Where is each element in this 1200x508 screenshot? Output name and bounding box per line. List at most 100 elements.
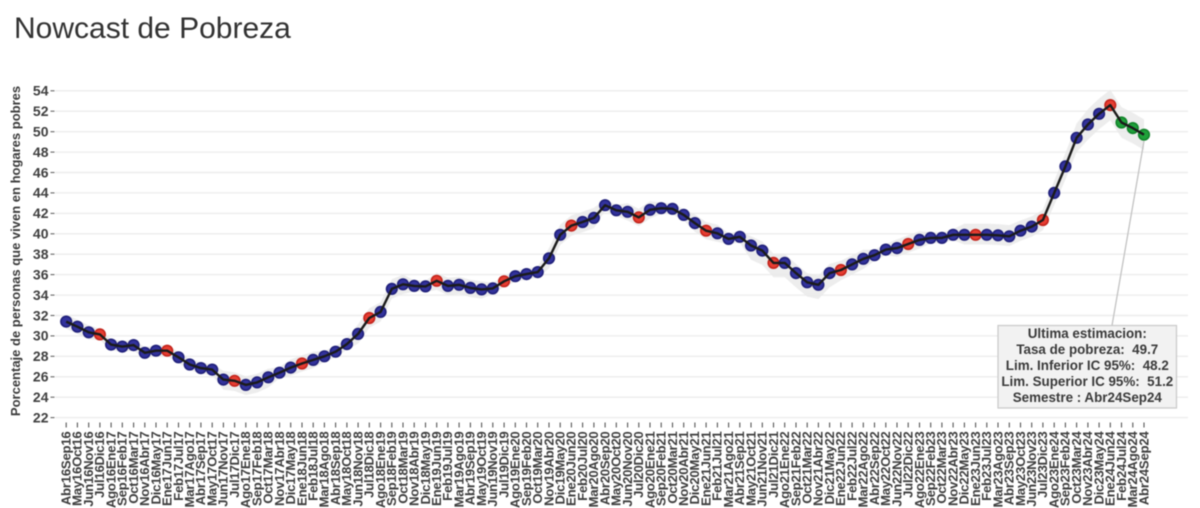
svg-text:Sep17Feb18: Sep17Feb18: [249, 432, 264, 506]
svg-text:Oct18Mar19: Oct18Mar19: [395, 432, 410, 504]
svg-text:Mar24Ago24: Mar24Ago24: [1125, 431, 1140, 508]
svg-text:Jul20Dic20: Jul20Dic20: [631, 432, 646, 498]
svg-text:May20Oct20: May20Oct20: [609, 432, 624, 506]
svg-text:Jun23Nov23: Jun23Nov23: [1024, 432, 1039, 507]
svg-text:Porcentaje de personas que viv: Porcentaje de personas que viven en hoga…: [8, 86, 23, 416]
svg-text:Dic22May23: Dic22May23: [957, 432, 972, 505]
svg-text:Ene23Jun23: Ene23Jun23: [968, 432, 983, 506]
svg-text:Nov17Abr18: Nov17Abr18: [272, 432, 287, 506]
svg-text:Mar23Ago23: Mar23Ago23: [990, 432, 1005, 508]
svg-text:Abr17Sep17: Abr17Sep17: [193, 432, 208, 506]
svg-text:30: 30: [33, 328, 49, 344]
svg-text:Jun19Nov19: Jun19Nov19: [485, 432, 500, 507]
svg-text:48: 48: [33, 144, 49, 160]
svg-text:Ago19Ene20: Ago19Ene20: [508, 432, 523, 508]
svg-text:Abr21Sep21: Abr21Sep21: [732, 432, 747, 506]
svg-text:24: 24: [33, 389, 49, 405]
svg-text:40: 40: [33, 226, 49, 242]
svg-text:Ene22Jun22: Ene22Jun22: [833, 432, 848, 506]
svg-text:Mar22Ago22: Mar22Ago22: [856, 432, 871, 508]
svg-text:50: 50: [33, 124, 49, 140]
svg-text:Feb17Jul17: Feb17Jul17: [171, 432, 186, 501]
svg-text:Ago22Ene23: Ago22Ene23: [912, 432, 927, 508]
svg-text:Nov20Abr21: Nov20Abr21: [676, 432, 691, 506]
svg-text:Jun21Nov21: Jun21Nov21: [755, 432, 770, 507]
svg-text:Nov19Abr20: Nov19Abr20: [541, 432, 556, 506]
svg-text:38: 38: [33, 246, 49, 262]
svg-text:Feb18Jul18: Feb18Jul18: [306, 432, 321, 501]
svg-text:Nov16Abr17: Nov16Abr17: [137, 432, 152, 506]
svg-text:Feb21Jul21: Feb21Jul21: [710, 432, 725, 501]
svg-text:May18Oct18: May18Oct18: [339, 432, 354, 506]
svg-text:Mar18Ago18: Mar18Ago18: [317, 432, 332, 508]
svg-text:26: 26: [33, 369, 49, 385]
svg-text:Ene21Jun21: Ene21Jun21: [698, 432, 713, 506]
svg-text:Jun17Nov17: Jun17Nov17: [216, 432, 231, 507]
svg-text:Abr24Sep24: Abr24Sep24: [1136, 431, 1151, 506]
svg-text:Nov21Abr22: Nov21Abr22: [811, 432, 826, 506]
svg-text:Ago23Ene24: Ago23Ene24: [1047, 431, 1062, 508]
svg-text:Jul21Dic21: Jul21Dic21: [766, 432, 781, 498]
svg-text:Dic17May18: Dic17May18: [283, 432, 298, 505]
svg-text:Oct22Mar23: Oct22Mar23: [934, 432, 949, 504]
svg-text:Dic21May22: Dic21May22: [822, 432, 837, 505]
svg-text:Abr19Sep19: Abr19Sep19: [463, 432, 478, 506]
svg-text:Jun16Nov16: Jun16Nov16: [81, 432, 96, 507]
svg-text:Feb23Jul23: Feb23Jul23: [979, 432, 994, 501]
svg-text:Mar17Ago17: Mar17Ago17: [182, 432, 197, 508]
svg-text:Ene18Jun18: Ene18Jun18: [294, 432, 309, 506]
svg-text:Feb20Jul20: Feb20Jul20: [575, 432, 590, 501]
svg-text:Mar19Ago19: Mar19Ago19: [451, 431, 466, 507]
svg-text:Ago17Ene18: Ago17Ene18: [238, 432, 253, 508]
svg-text:Dic18May19: Dic18May19: [418, 432, 433, 505]
svg-text:Dic23May24: Dic23May24: [1091, 431, 1106, 505]
svg-text:Jun22Nov22: Jun22Nov22: [889, 432, 904, 507]
svg-text:32: 32: [33, 307, 49, 323]
svg-text:Jul19Dic19: Jul19Dic19: [496, 431, 511, 497]
svg-text:Abr22Sep22: Abr22Sep22: [867, 432, 882, 506]
svg-text:Dic19May20: Dic19May20: [553, 432, 568, 505]
svg-text:May23Oct23: May23Oct23: [1013, 432, 1028, 506]
svg-text:Jul22Dic22: Jul22Dic22: [901, 432, 916, 498]
svg-text:Jul16Dic16: Jul16Dic16: [92, 432, 107, 498]
svg-text:Feb24Jul24: Feb24Jul24: [1114, 431, 1129, 501]
svg-text:Nowcast de Pobreza: Nowcast de Pobreza: [14, 12, 291, 45]
svg-text:Mar21Ago21: Mar21Ago21: [721, 432, 736, 508]
svg-text:Abr16Sep16: Abr16Sep16: [59, 432, 74, 506]
svg-text:Lim. Superior IC 95%: 51.2: Lim. Superior IC 95%: 51.2: [1001, 374, 1173, 389]
svg-text:Ago16Ene17: Ago16Ene17: [103, 432, 118, 508]
svg-text:Abr20Sep20: Abr20Sep20: [597, 432, 612, 506]
svg-text:34: 34: [33, 287, 49, 303]
svg-text:54: 54: [33, 83, 49, 99]
svg-text:Ene20Jun20: Ene20Jun20: [564, 432, 579, 506]
svg-text:Tasa de pobreza: 49.7: Tasa de pobreza: 49.7: [1016, 342, 1158, 357]
svg-text:May16Oct16: May16Oct16: [70, 432, 85, 506]
svg-text:Jul17Dic17: Jul17Dic17: [227, 432, 242, 498]
svg-text:36: 36: [33, 266, 49, 282]
svg-text:Semestre : Abr24Sep24: Semestre : Abr24Sep24: [1013, 390, 1163, 405]
svg-text:Ago20Ene21: Ago20Ene21: [642, 432, 657, 508]
svg-text:Nov18Abr19: Nov18Abr19: [407, 432, 422, 506]
svg-text:Sep22Feb23: Sep22Feb23: [923, 432, 938, 506]
svg-text:46: 46: [33, 164, 49, 180]
svg-text:Oct21Mar22: Oct21Mar22: [800, 432, 815, 504]
svg-text:Feb19Jul19: Feb19Jul19: [440, 432, 455, 501]
svg-text:28: 28: [33, 348, 49, 364]
svg-text:Ago21Ene22: Ago21Ene22: [777, 432, 792, 508]
svg-text:Mar20Ago20: Mar20Ago20: [586, 432, 601, 508]
svg-text:May19Oct19: May19Oct19: [474, 431, 489, 505]
svg-text:Nov23Abr24: Nov23Abr24: [1080, 431, 1095, 506]
svg-text:Oct19Mar20: Oct19Mar20: [530, 432, 545, 504]
svg-text:Sep23Feb24: Sep23Feb24: [1058, 431, 1073, 506]
svg-text:May22Oct22: May22Oct22: [878, 432, 893, 506]
svg-text:42: 42: [33, 205, 49, 221]
svg-text:Ene17Jun17: Ene17Jun17: [160, 432, 175, 506]
svg-text:Lim. Inferior IC 95%: 48.2: Lim. Inferior IC 95%: 48.2: [1006, 358, 1169, 373]
svg-text:Sep20Feb21: Sep20Feb21: [654, 432, 669, 506]
svg-text:Jun20Nov20: Jun20Nov20: [620, 432, 635, 507]
svg-text:Oct23Mar24: Oct23Mar24: [1069, 431, 1084, 504]
svg-text:Ene19Jun19: Ene19Jun19: [429, 432, 444, 506]
svg-text:Dic20May21: Dic20May21: [687, 432, 702, 505]
svg-text:May21Oct21: May21Oct21: [743, 432, 758, 506]
svg-text:Feb22Jul22: Feb22Jul22: [844, 432, 859, 501]
